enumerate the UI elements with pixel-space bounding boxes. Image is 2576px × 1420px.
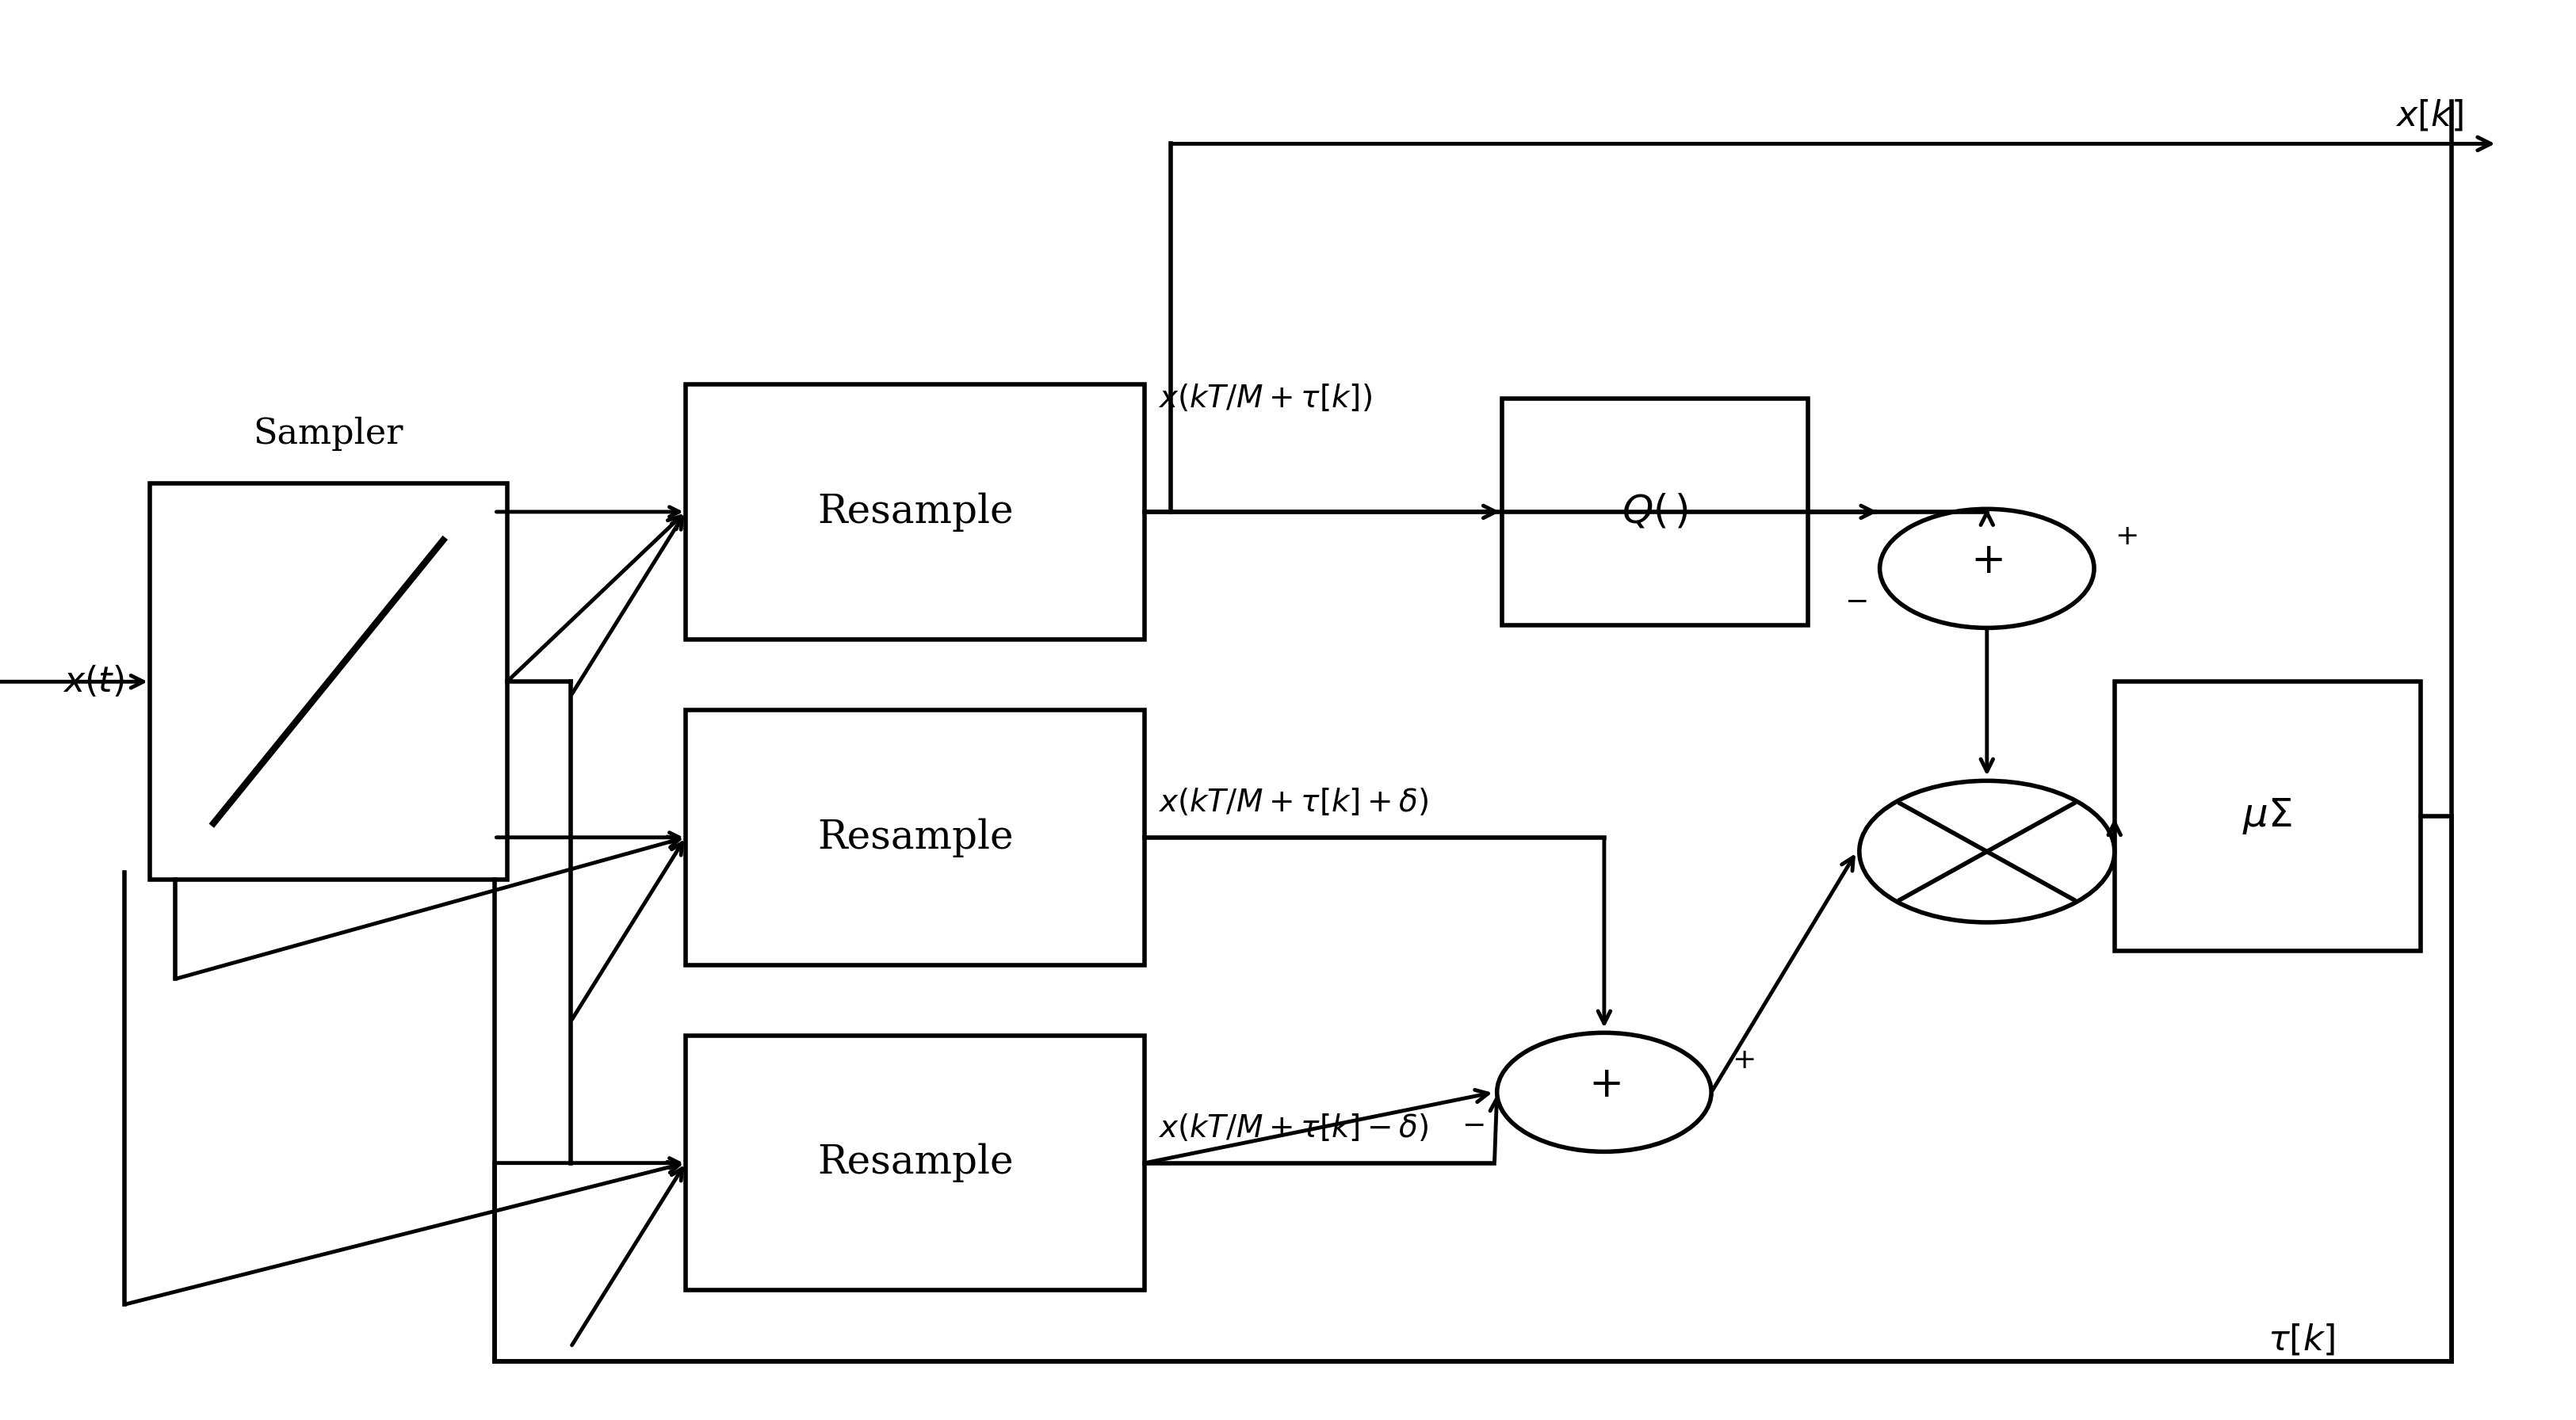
Text: $+$: $+$ bbox=[1731, 1047, 1754, 1074]
Text: Resample: Resample bbox=[817, 1143, 1012, 1183]
Text: Resample: Resample bbox=[817, 818, 1012, 858]
Text: Sampler: Sampler bbox=[252, 417, 404, 452]
Text: $-$: $-$ bbox=[1844, 586, 1868, 613]
Text: $x(kT/M + \tau[k] - \delta)$: $x(kT/M + \tau[k] - \delta)$ bbox=[1157, 1112, 1427, 1143]
Text: $-$: $-$ bbox=[1461, 1110, 1484, 1137]
Bar bbox=[1502, 399, 1808, 625]
Text: $x(t)$: $x(t)$ bbox=[62, 665, 124, 699]
Text: $+$: $+$ bbox=[1971, 541, 2004, 582]
Bar bbox=[149, 483, 507, 880]
Bar bbox=[2115, 682, 2421, 950]
Text: $\mu\Sigma$: $\mu\Sigma$ bbox=[2244, 797, 2293, 836]
Text: $+$: $+$ bbox=[1587, 1065, 1620, 1105]
Bar bbox=[685, 710, 1144, 964]
Text: $x(kT/M + \tau[k])$: $x(kT/M + \tau[k])$ bbox=[1157, 383, 1370, 415]
Text: $+$: $+$ bbox=[2115, 523, 2138, 550]
Text: $x(kT/M + \tau[k] + \delta)$: $x(kT/M + \tau[k] + \delta)$ bbox=[1157, 787, 1427, 818]
Bar bbox=[685, 385, 1144, 639]
Text: $\tau[k]$: $\tau[k]$ bbox=[2267, 1322, 2336, 1358]
Text: Resample: Resample bbox=[817, 493, 1012, 531]
Text: $x[k]$: $x[k]$ bbox=[2396, 98, 2463, 133]
Bar bbox=[685, 1035, 1144, 1291]
Text: $Q(\,)$: $Q(\,)$ bbox=[1623, 493, 1690, 531]
